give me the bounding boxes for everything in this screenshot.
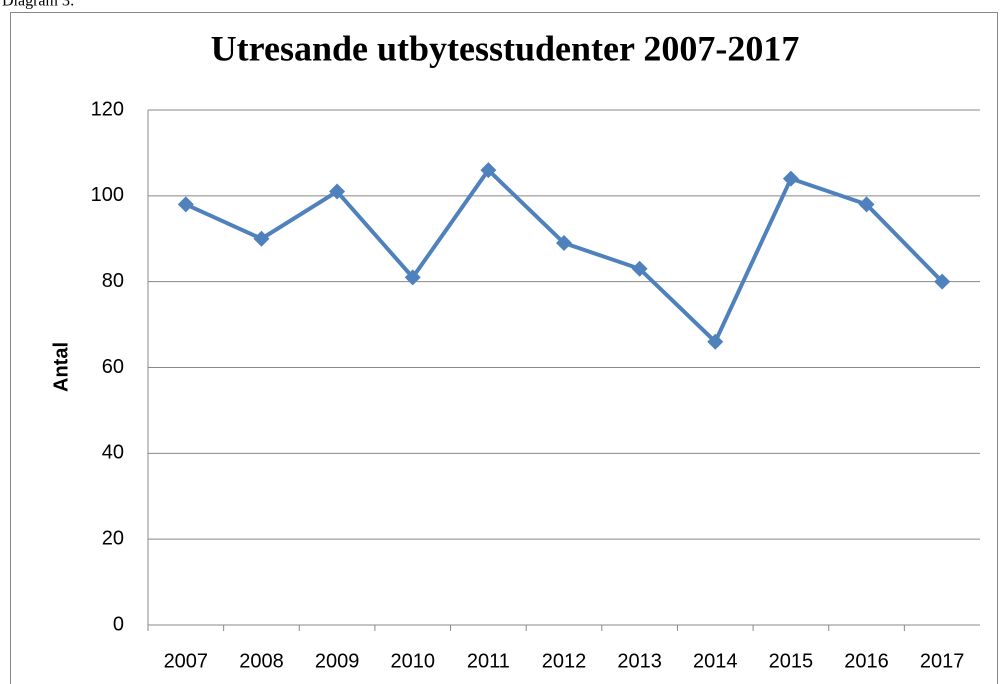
x-tick-label: 2017 — [920, 650, 965, 672]
x-tick-label: 2015 — [769, 650, 814, 672]
x-tick-label: 2014 — [693, 650, 738, 672]
marker — [177, 196, 194, 213]
x-tick-label: 2013 — [617, 650, 662, 672]
marker — [556, 235, 572, 252]
y-tick-label: 120 — [91, 98, 124, 120]
marker — [858, 196, 875, 213]
marker — [480, 162, 497, 179]
y-axis-label: Antal — [50, 342, 72, 392]
y-tick-label: 0 — [113, 613, 124, 635]
marker — [782, 170, 799, 187]
y-tick-label: 20 — [102, 527, 124, 549]
chart-title: Utresande utbytesstudenter 2007-2017 — [211, 28, 800, 68]
x-tick-label: 2010 — [390, 650, 435, 672]
x-tick-label: 2008 — [239, 650, 284, 672]
marker — [329, 183, 346, 200]
marker — [631, 260, 648, 277]
y-tick-label: 100 — [91, 184, 124, 206]
y-tick-label: 60 — [102, 356, 124, 378]
chart-border — [10, 12, 998, 684]
x-tick-label: 2009 — [315, 650, 360, 672]
y-tick-label: 40 — [102, 442, 124, 464]
marker — [404, 269, 421, 286]
x-tick-label: 2016 — [844, 650, 889, 672]
x-tick-label: 2007 — [164, 650, 209, 672]
y-tick-label: 80 — [102, 270, 124, 292]
marker — [934, 273, 951, 290]
x-tick-label: 2011 — [467, 650, 510, 672]
marker — [707, 333, 724, 350]
caption: Diagram 3: — [2, 0, 74, 10]
marker — [253, 230, 270, 247]
x-tick-label: 2012 — [542, 650, 587, 672]
